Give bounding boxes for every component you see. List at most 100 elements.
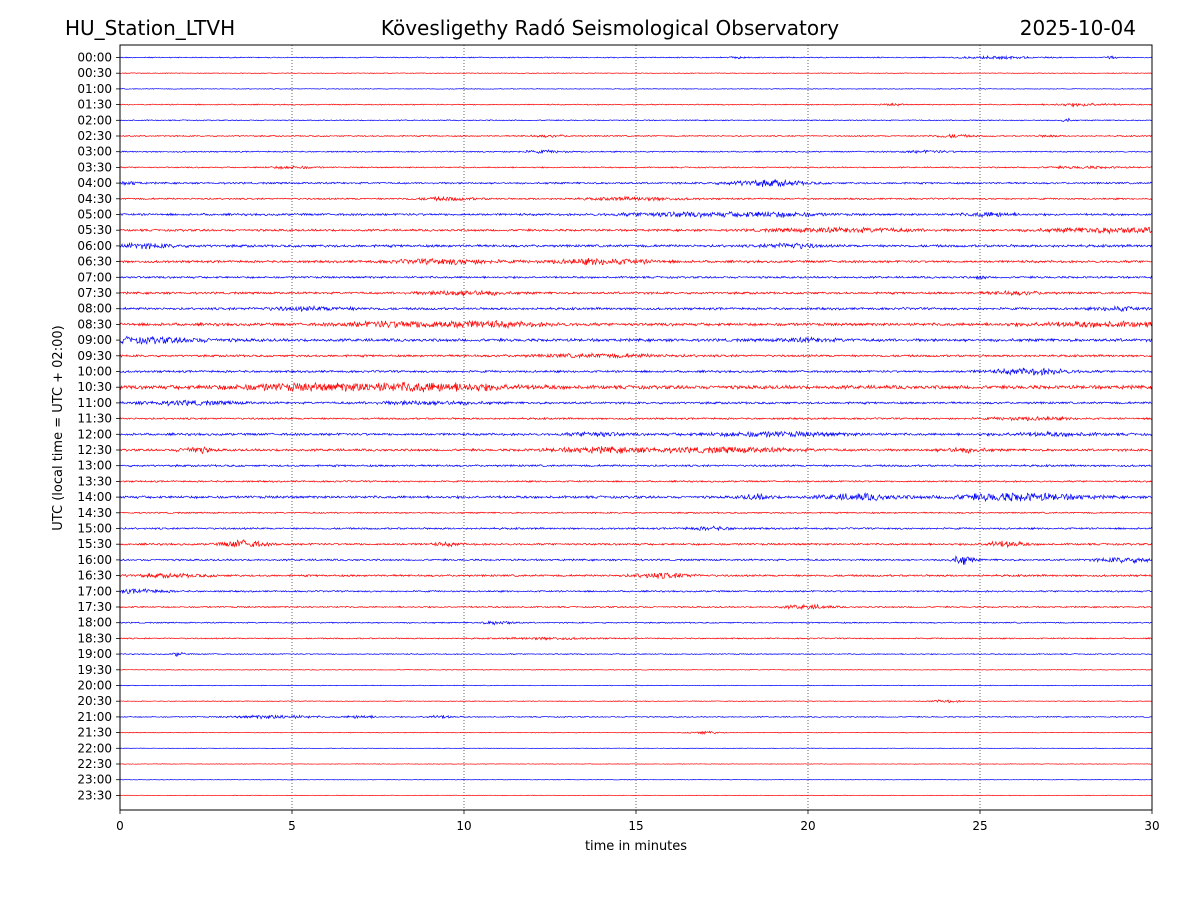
ytick-label-0600: 06:00 — [77, 239, 112, 253]
ytick-label-2300: 23:00 — [77, 773, 112, 787]
xtick-label-5: 5 — [288, 819, 296, 833]
ytick-label-1000: 10:00 — [77, 365, 112, 379]
ytick-label-0200: 02:00 — [77, 113, 112, 127]
trace-0900 — [119, 335, 1153, 345]
trace-0030 — [119, 72, 1153, 75]
trace-2000 — [119, 684, 1153, 687]
ytick-label-1830: 18:30 — [77, 631, 112, 645]
trace-1700 — [119, 588, 1153, 595]
trace-1330 — [119, 479, 1153, 483]
ytick-label-0300: 03:00 — [77, 145, 112, 159]
trace-0530 — [119, 226, 1153, 235]
ytick-label-1130: 11:30 — [77, 412, 112, 426]
trace-0830 — [119, 319, 1153, 330]
ytick-label-1530: 15:30 — [77, 537, 112, 551]
ytick-label-2130: 21:30 — [77, 726, 112, 740]
trace-1930 — [119, 668, 1153, 671]
ytick-label-1100: 11:00 — [77, 396, 112, 410]
trace-2300 — [119, 779, 1153, 781]
ytick-label-1730: 17:30 — [77, 600, 112, 614]
trace-0300 — [119, 149, 1153, 155]
trace-1900 — [119, 651, 1153, 657]
trace-0800 — [119, 304, 1153, 313]
trace-1130 — [119, 415, 1153, 422]
ytick-label-1200: 12:00 — [77, 427, 112, 441]
trace-0400 — [119, 178, 1153, 188]
trace-0700 — [119, 275, 1153, 280]
trace-1230 — [119, 445, 1153, 455]
trace-0000 — [119, 54, 1153, 61]
ytick-label-1900: 19:00 — [77, 647, 112, 661]
trace-0330 — [119, 165, 1153, 171]
ytick-label-1330: 13:30 — [77, 474, 112, 488]
trace-1000 — [119, 367, 1153, 376]
ytick-label-2000: 20:00 — [77, 679, 112, 693]
trace-0200 — [119, 117, 1153, 123]
xtick-label-15: 15 — [628, 819, 643, 833]
ytick-label-1030: 10:30 — [77, 380, 112, 394]
ytick-label-0000: 00:00 — [77, 51, 112, 65]
chart-title: Kövesligethy Radó Seismological Observat… — [381, 16, 839, 40]
ytick-label-0500: 05:00 — [77, 208, 112, 222]
trace-1300 — [119, 463, 1153, 468]
seismic-traces — [119, 54, 1153, 797]
ytick-label-0430: 04:30 — [77, 192, 112, 206]
x-axis-label: time in minutes — [585, 839, 687, 854]
ytick-label-1500: 15:00 — [77, 522, 112, 536]
trace-1030 — [119, 381, 1153, 393]
ytick-label-0330: 03:30 — [77, 160, 112, 174]
trace-1430 — [119, 511, 1153, 515]
xtick-label-25: 25 — [972, 819, 987, 833]
xtick-label-10: 10 — [456, 819, 471, 833]
trace-0500 — [119, 210, 1153, 219]
station-name: HU_Station_LTVH — [65, 16, 235, 40]
ytick-label-0930: 09:30 — [77, 349, 112, 363]
ytick-label-1800: 18:00 — [77, 616, 112, 630]
ytick-label-0730: 07:30 — [77, 286, 112, 300]
ytick-label-1930: 19:30 — [77, 663, 112, 677]
ytick-label-2100: 21:00 — [77, 710, 112, 724]
ytick-label-2330: 23:30 — [77, 788, 112, 802]
trace-1630 — [119, 572, 1153, 580]
ytick-label-2230: 22:30 — [77, 757, 112, 771]
trace-1600 — [119, 555, 1153, 565]
ytick-label-0030: 00:30 — [77, 66, 112, 80]
trace-2330 — [119, 794, 1153, 797]
trace-0100 — [119, 88, 1153, 90]
x-axis-ticks: 0 5 10 15 20 25 30 — [116, 810, 1160, 833]
trace-0230 — [119, 133, 1153, 139]
ytick-label-0900: 09:00 — [77, 333, 112, 347]
ytick-label-2200: 22:00 — [77, 741, 112, 755]
ytick-label-1600: 16:00 — [77, 553, 112, 567]
trace-1800 — [119, 620, 1153, 626]
ytick-label-1630: 16:30 — [77, 569, 112, 583]
ytick-label-1400: 14:00 — [77, 490, 112, 504]
trace-1100 — [119, 399, 1153, 407]
ytick-label-0400: 04:00 — [77, 176, 112, 190]
trace-1730 — [119, 603, 1153, 611]
trace-0430 — [119, 195, 1153, 202]
ytick-label-0130: 01:30 — [77, 98, 112, 112]
ytick-label-0100: 01:00 — [77, 82, 112, 96]
trace-1530 — [119, 539, 1153, 549]
trace-0630 — [119, 257, 1153, 266]
plot-frame — [119, 44, 1153, 811]
trace-2200 — [119, 747, 1153, 749]
trace-2130 — [119, 730, 1153, 735]
ytick-label-1300: 13:00 — [77, 459, 112, 473]
ytick-label-0800: 08:00 — [77, 302, 112, 316]
trace-0130 — [119, 102, 1153, 108]
xtick-label-0: 0 — [116, 819, 124, 833]
xtick-label-30: 30 — [1144, 819, 1159, 833]
trace-0930 — [119, 352, 1153, 359]
ytick-label-1230: 12:30 — [77, 443, 112, 457]
trace-1200 — [119, 430, 1153, 438]
ytick-label-1700: 17:00 — [77, 584, 112, 598]
ytick-label-0830: 08:30 — [77, 317, 112, 331]
trace-1500 — [119, 525, 1153, 532]
trace-0600 — [119, 241, 1153, 250]
trace-1830 — [119, 636, 1153, 641]
trace-2030 — [119, 699, 1153, 704]
